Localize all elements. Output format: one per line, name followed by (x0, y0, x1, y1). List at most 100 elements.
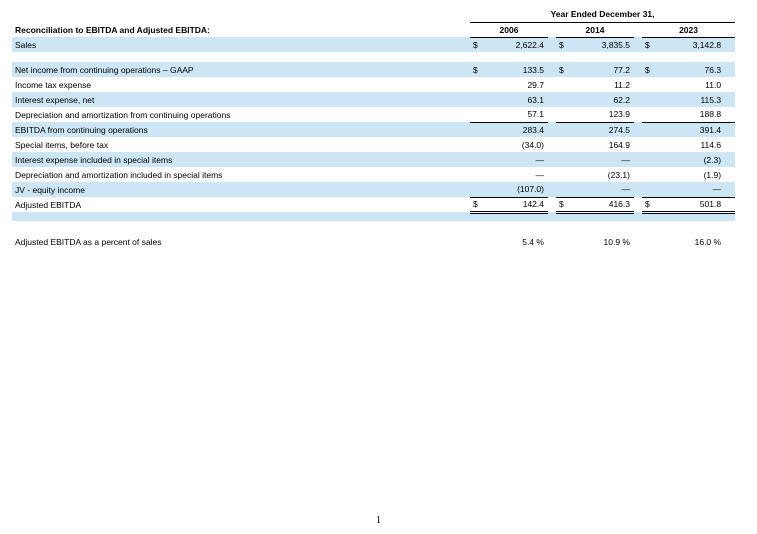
column-gap (634, 212, 642, 221)
column-gap (634, 62, 642, 77)
currency-symbol: $ (470, 37, 484, 52)
year-header-row: Reconciliation to EBITDA and Adjusted EB… (12, 22, 736, 38)
row-label: Income tax expense (15, 79, 92, 90)
currency-symbol (642, 152, 656, 167)
value-cell: 115.3 (656, 92, 736, 107)
column-gap (548, 167, 556, 182)
row-label: Adjusted EBITDA (15, 199, 82, 210)
currency-symbol (642, 212, 656, 221)
column-gap (634, 92, 642, 107)
value-cell: 10.9 % (603, 236, 630, 247)
spacer-row (12, 52, 735, 62)
table-row: Interest expense, net 63.1 62.2 115.3 (12, 92, 736, 107)
value-cell (656, 212, 736, 221)
currency-symbol (470, 107, 484, 123)
column-gap (634, 137, 642, 152)
value-cell (570, 212, 634, 221)
currency-symbol (556, 234, 570, 249)
currency-symbol (470, 167, 484, 182)
column-gap (634, 107, 642, 122)
table-row: Depreciation and amortization from conti… (12, 107, 736, 123)
currency-symbol (642, 167, 656, 182)
value-cell (484, 212, 548, 221)
currency-symbol (556, 92, 570, 107)
column-gap (548, 77, 556, 92)
row-label (12, 221, 470, 234)
column-gap (548, 182, 556, 197)
value-cell: — (484, 152, 548, 167)
table-row: Adjusted EBITDA $142.4 $416.3 $501.8 (12, 197, 736, 214)
year-header: 2006 (470, 22, 548, 38)
ebitda-reconciliation-table: Year Ended December 31, Reconciliation t… (12, 6, 736, 249)
period-header-row: Year Ended December 31, (12, 6, 736, 23)
currency-symbol (556, 182, 570, 198)
value-cell (570, 52, 634, 62)
column-gap (548, 221, 556, 234)
value-cell: 3,835.5 (570, 37, 634, 52)
currency-symbol: $ (470, 62, 484, 77)
currency-symbol: $ (470, 197, 484, 214)
column-gap (634, 167, 642, 182)
value-cell: — (570, 152, 634, 167)
value-cell: 63.1 (484, 92, 548, 107)
column-gap (548, 122, 556, 137)
column-gap (634, 182, 642, 197)
value-cell: 3,142.8 (656, 37, 736, 52)
spacer-row (12, 212, 736, 221)
currency-symbol: $ (556, 197, 570, 214)
value-cell: 57.1 (484, 107, 548, 123)
currency-symbol: $ (642, 62, 656, 77)
value-cell: 188.8 (656, 107, 736, 123)
column-gap (634, 234, 642, 249)
table-row: Net income from continuing operations – … (12, 62, 736, 77)
currency-symbol (556, 107, 570, 123)
column-gap (548, 62, 556, 77)
row-label: Interest expense included in special ite… (12, 152, 470, 167)
table-row: Adjusted EBITDA as a percent of sales 5.4… (12, 234, 735, 249)
value-cell: — (570, 182, 634, 198)
column-gap (634, 37, 642, 52)
value-cell: (107.0) (484, 182, 548, 198)
currency-symbol (470, 92, 484, 107)
currency-symbol (556, 212, 570, 221)
column-gap (548, 92, 556, 107)
table-row: EBITDA from continuing operations 283.4 27… (12, 122, 736, 137)
currency-symbol (642, 234, 656, 249)
row-label: Net income from continuing operations – … (12, 62, 470, 77)
page-number: 1 (375, 515, 382, 526)
row-label: Interest expense, net (12, 92, 470, 107)
column-gap (548, 212, 556, 221)
currency-symbol (470, 152, 484, 167)
value-cell: 2,622.4 (484, 37, 548, 52)
value-cell: (1.9) (703, 169, 722, 180)
column-gap (634, 221, 642, 234)
currency-symbol (470, 234, 484, 249)
value-cell (484, 221, 548, 234)
currency-symbol (642, 182, 656, 198)
period-header: Year Ended December 31, (470, 6, 736, 23)
value-cell: 62.2 (570, 92, 634, 107)
year-header: 2023 (642, 22, 736, 38)
column-gap (548, 107, 556, 122)
row-label: EBITDA from continuing operations (12, 122, 470, 137)
column-gap (634, 52, 642, 62)
table-row: JV - equity income (107.0) — — (12, 182, 736, 198)
value-cell: — (656, 182, 736, 198)
currency-symbol (642, 122, 656, 137)
value-cell: 114.6 (700, 139, 722, 150)
row-label (12, 52, 470, 62)
value-cell: 274.5 (570, 122, 634, 137)
currency-symbol (470, 182, 484, 198)
currency-symbol (642, 52, 656, 62)
column-gap (548, 52, 556, 62)
row-label: Special items, before tax (15, 139, 109, 150)
currency-symbol: $ (642, 37, 656, 52)
table-row: Depreciation and amortization included i… (12, 167, 735, 182)
currency-symbol (642, 107, 656, 123)
value-cell: (34.0) (521, 139, 544, 150)
value-cell: 501.8 (656, 197, 736, 214)
value-cell: 133.5 (484, 62, 548, 77)
currency-symbol (556, 77, 570, 92)
row-label: Depreciation and amortization from conti… (15, 109, 231, 120)
currency-symbol (470, 52, 484, 62)
